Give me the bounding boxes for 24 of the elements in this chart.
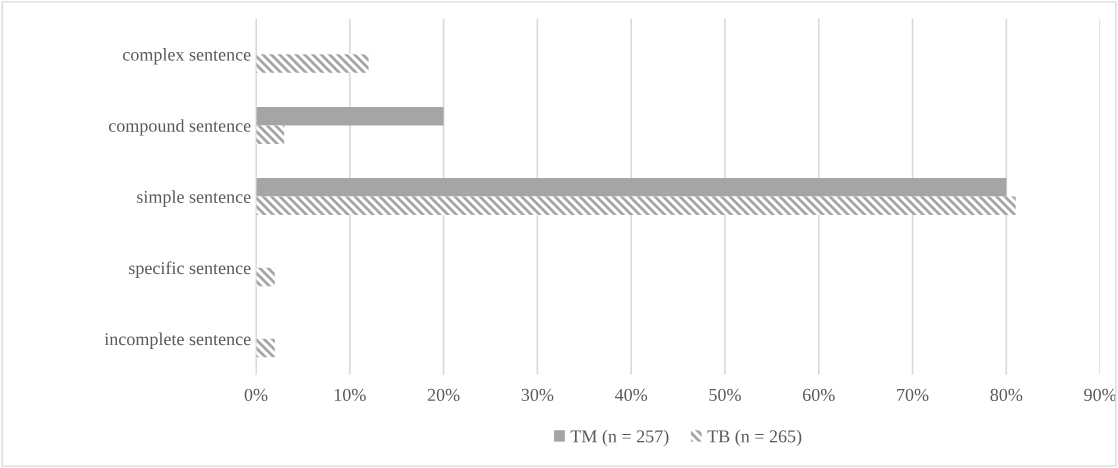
y-tick-label: complex sentence	[123, 48, 251, 65]
bar	[256, 106, 444, 126]
x-tick-label: 60%	[802, 388, 835, 402]
bar	[256, 178, 1007, 197]
y-tick-label: incomplete sentence	[104, 332, 251, 349]
x-tick-label: 30%	[521, 388, 554, 402]
x-tick-label: 90%	[1084, 388, 1117, 402]
legend-label: TB (n = 265)	[707, 429, 802, 447]
x-tick-label: 0%	[244, 388, 268, 402]
x-tick-label: 20%	[427, 388, 460, 402]
x-tick-label: 70%	[897, 388, 929, 402]
x-tick-label: 10%	[334, 388, 366, 402]
x-tick-label: 40%	[614, 388, 648, 402]
x-tick-label: 80%	[990, 388, 1023, 402]
bar	[256, 54, 369, 73]
legend-label: TM (n = 257)	[570, 429, 669, 447]
y-tick-label: simple sentence	[137, 190, 251, 207]
bar	[256, 125, 285, 144]
y-tick-label: compound sentence	[108, 119, 251, 136]
bar	[256, 196, 1016, 216]
bar	[256, 338, 275, 358]
x-tick-label: 50%	[709, 388, 741, 402]
y-tick-label: specific sentence	[129, 261, 251, 278]
bar	[256, 267, 275, 287]
